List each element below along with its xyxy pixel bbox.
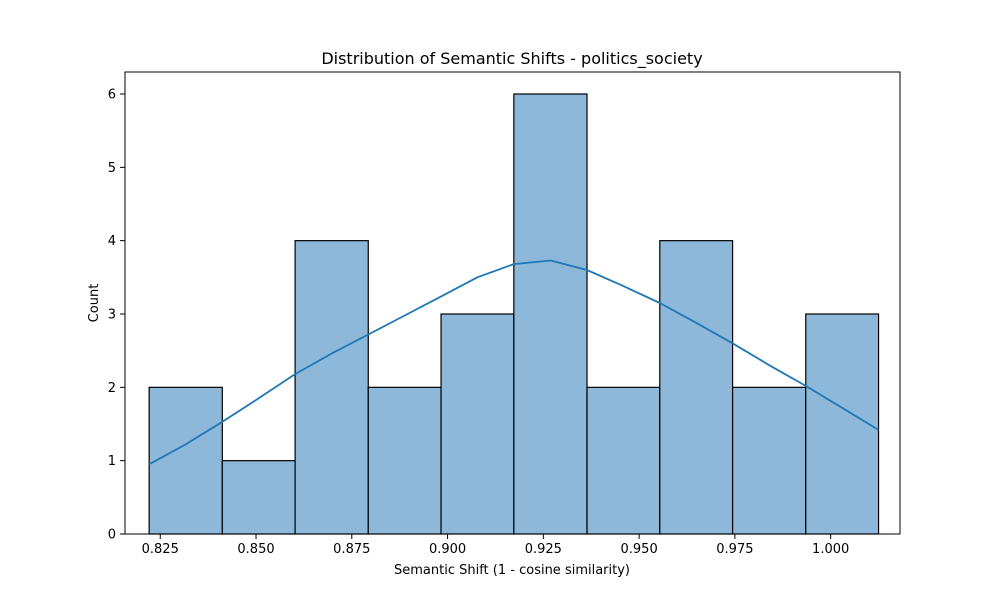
histogram-bar — [659, 240, 734, 535]
x-tick-label: 1.000 — [812, 542, 849, 557]
y-tick-label: 0 — [108, 528, 116, 543]
x-axis-ticks: 0.825 0.850 0.875 0.900 0.925 0.950 0.975 1.000 — [142, 534, 849, 557]
histogram-bar — [440, 313, 515, 535]
histogram-bar — [731, 386, 807, 535]
chart-title: Distribution of Semantic Shifts - politi… — [321, 49, 702, 69]
y-axis-ticks: 0 1 2 3 4 5 6 — [108, 88, 125, 543]
kde-group — [148, 259, 879, 466]
x-tick-label: 0.875 — [333, 542, 370, 557]
y-tick-label: 6 — [108, 88, 116, 103]
y-tick-label: 1 — [108, 454, 116, 469]
x-tick-label: 0.925 — [525, 542, 562, 557]
histogram-bar — [513, 93, 588, 535]
histogram-bar — [367, 386, 442, 535]
y-tick-label: 4 — [108, 234, 116, 249]
y-tick-label: 2 — [108, 381, 116, 396]
x-tick-label: 0.825 — [142, 542, 179, 557]
x-axis-label: Semantic Shift (1 - cosine similarity) — [394, 563, 630, 578]
histogram-bar — [221, 460, 296, 535]
x-tick-label: 0.900 — [429, 542, 466, 557]
x-tick-label: 0.950 — [621, 542, 658, 557]
x-tick-label: 0.850 — [237, 542, 274, 557]
bars-group — [148, 93, 880, 535]
y-axis-label: Count — [87, 284, 102, 323]
histogram-bar — [586, 386, 661, 535]
y-tick-label: 3 — [108, 308, 116, 323]
x-tick-label: 0.975 — [716, 542, 753, 557]
plot-frame — [124, 71, 901, 535]
histogram-bar — [294, 240, 369, 535]
histogram-bar — [148, 386, 223, 535]
y-tick-label: 5 — [108, 161, 116, 176]
kde-curve — [148, 259, 879, 466]
histogram-bar — [805, 313, 880, 535]
